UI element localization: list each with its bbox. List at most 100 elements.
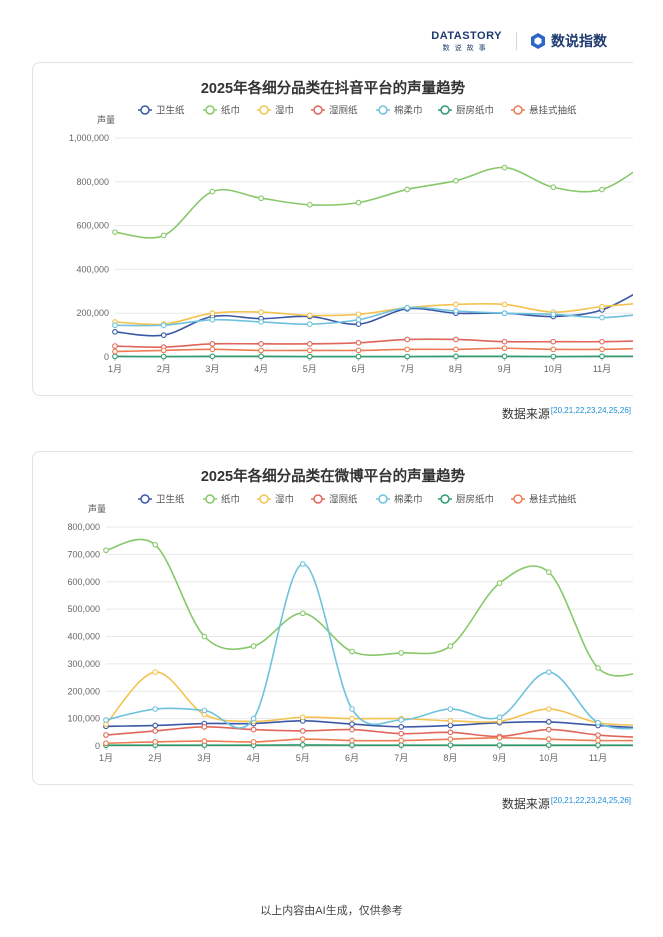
data-point[interactable] [152, 722, 159, 729]
series-line[interactable] [114, 285, 633, 337]
data-point[interactable] [545, 669, 552, 675]
data-point[interactable] [599, 353, 605, 360]
series-line[interactable] [114, 347, 633, 353]
data-point[interactable] [447, 742, 454, 749]
data-point[interactable] [501, 164, 508, 171]
data-point[interactable] [453, 336, 459, 343]
data-point[interactable] [349, 706, 355, 712]
series[interactable] [112, 336, 633, 350]
data-point[interactable] [112, 328, 118, 335]
data-point[interactable] [545, 569, 552, 576]
data-point[interactable] [250, 739, 257, 745]
data-point[interactable] [160, 322, 167, 329]
data-point[interactable] [404, 336, 411, 343]
data-point[interactable] [599, 303, 605, 310]
data-point[interactable] [306, 312, 313, 319]
legend-item[interactable]: 卫生纸 [138, 494, 185, 506]
data-point[interactable] [103, 717, 109, 723]
data-point[interactable] [201, 738, 208, 744]
data-point[interactable] [258, 341, 264, 347]
series[interactable] [103, 561, 633, 730]
data-point[interactable] [453, 177, 459, 184]
data-point[interactable] [103, 547, 109, 554]
data-point[interactable] [550, 346, 557, 353]
data-point[interactable] [496, 742, 503, 749]
data-point[interactable] [501, 353, 508, 360]
data-point[interactable] [595, 742, 601, 749]
legend-item[interactable]: 棉柔巾 [376, 494, 423, 506]
data-point[interactable] [258, 309, 264, 315]
data-point[interactable] [349, 715, 355, 722]
data-point[interactable] [595, 732, 601, 738]
data-point[interactable] [250, 726, 257, 733]
data-point[interactable] [496, 734, 503, 741]
data-point[interactable] [152, 728, 159, 734]
data-point[interactable] [201, 723, 208, 730]
data-point[interactable] [453, 346, 459, 353]
data-point[interactable] [152, 706, 159, 712]
legend-item[interactable]: 湿巾 [257, 494, 294, 506]
data-point[interactable] [299, 728, 306, 734]
data-point[interactable] [545, 706, 552, 712]
data-point[interactable] [501, 301, 508, 308]
data-point[interactable] [501, 338, 508, 345]
data-point[interactable] [453, 301, 459, 308]
data-point[interactable] [152, 541, 159, 548]
data-point[interactable] [550, 353, 557, 360]
data-point[interactable] [112, 348, 118, 355]
data-point[interactable] [398, 650, 405, 656]
data-point[interactable] [550, 338, 557, 345]
data-point[interactable] [299, 610, 306, 617]
data-point[interactable] [404, 304, 411, 311]
data-point[interactable] [112, 229, 118, 236]
data-point[interactable] [355, 311, 362, 318]
series[interactable] [103, 723, 633, 740]
data-point[interactable] [599, 338, 605, 345]
series[interactable] [112, 353, 633, 360]
data-point[interactable] [447, 717, 454, 724]
data-point[interactable] [447, 722, 454, 729]
data-point[interactable] [152, 739, 159, 745]
data-point[interactable] [453, 308, 459, 314]
data-point[interactable] [398, 730, 405, 737]
data-point[interactable] [545, 736, 552, 743]
series[interactable] [103, 538, 633, 677]
data-point[interactable] [595, 737, 601, 744]
series-line[interactable] [105, 538, 633, 677]
data-point[interactable] [160, 353, 167, 360]
series-line[interactable] [114, 160, 633, 239]
data-point[interactable] [299, 561, 306, 567]
data-point[interactable] [209, 353, 216, 360]
data-point[interactable] [299, 736, 306, 743]
data-point[interactable] [112, 322, 118, 329]
data-point[interactable] [349, 726, 355, 733]
data-point[interactable] [103, 732, 109, 738]
data-point[interactable] [209, 310, 216, 317]
data-point[interactable] [355, 339, 362, 346]
legend-item[interactable]: 悬挂式抽纸 [511, 105, 577, 117]
data-point[interactable] [550, 311, 557, 318]
legend-item[interactable]: 卫生纸 [138, 105, 185, 117]
legend-item[interactable]: 纸巾 [203, 105, 240, 117]
data-point[interactable] [258, 347, 264, 354]
data-point[interactable] [349, 721, 355, 727]
data-point[interactable] [112, 343, 118, 349]
legend-item[interactable]: 湿巾 [257, 105, 294, 117]
series[interactable] [112, 160, 633, 239]
data-point[interactable] [209, 346, 216, 353]
source-refs[interactable]: [20,21,22,23,24,25,26] [550, 796, 631, 805]
series-line[interactable] [105, 671, 633, 726]
series-line[interactable] [105, 563, 633, 730]
legend-item[interactable]: 湿厕纸 [311, 494, 358, 506]
data-point[interactable] [306, 201, 313, 208]
series-line[interactable] [114, 306, 633, 327]
data-point[interactable] [550, 184, 557, 191]
series[interactable] [112, 304, 633, 329]
legend-item[interactable]: 厨房纸巾 [438, 105, 494, 117]
data-point[interactable] [299, 742, 306, 748]
legend-item[interactable]: 悬挂式抽纸 [511, 494, 577, 506]
data-point[interactable] [496, 580, 503, 586]
data-point[interactable] [250, 643, 257, 649]
data-point[interactable] [201, 707, 208, 714]
legend-item[interactable]: 纸巾 [203, 494, 240, 506]
